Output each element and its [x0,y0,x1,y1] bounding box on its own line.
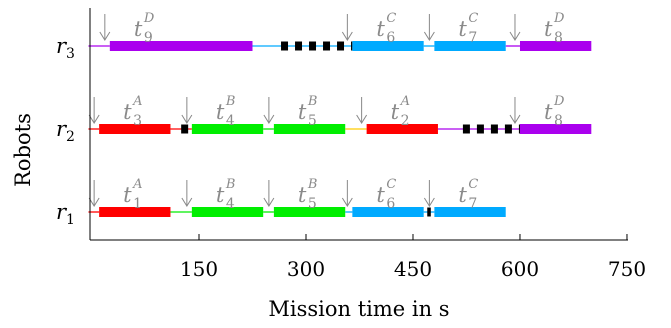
arrival-arrow-head [509,31,521,41]
task-label: t [544,17,553,41]
task-bar [519,124,592,134]
task-label: t [376,183,385,207]
task-label: t [544,100,553,124]
task-label-index: 6 [386,30,395,46]
arrival-arrow-head [423,31,435,41]
task-label: t [298,100,307,124]
task-label-index: 7 [468,30,477,46]
task-label: t [216,100,225,124]
plot-area: t A1 t B4 t B5 t C6 t C7t A3 t B4 t B5 t A2 t D8t D9 t C6 t C7 t… [88,11,592,217]
task-label-index: 5 [308,196,317,212]
arrival-arrow-head [88,114,100,124]
task-label: t [216,183,225,207]
task-label-group: B [225,94,236,109]
task-label-group: D [553,94,565,109]
arrival-arrow-head [509,114,521,124]
task-bar [352,41,424,51]
task-bar [99,207,171,217]
task-bar [273,207,346,217]
robot-label: r3 [56,34,75,62]
task-label-group: A [132,94,142,109]
task-label-group: A [132,177,142,192]
task-label: t [376,17,385,41]
arrival-arrow-head [263,197,275,207]
y-axis-tick-labels: r1 r2 r3 [56,34,75,228]
task-label: t [123,183,132,207]
task-label-index: 2 [401,113,410,129]
arrival-arrow-head [99,31,111,41]
arrival-arrow-head [341,31,353,41]
task-label-index: 8 [554,30,563,46]
task-label-group: A [400,94,410,109]
arrival-arrow-head [263,114,275,124]
y-axis-label: Robots [11,113,35,187]
task-label: t [458,183,467,207]
arrival-arrow-head [356,114,368,124]
task-label-index: 4 [226,196,235,212]
task-label-index: 5 [308,113,317,129]
arrival-arrow-head [423,197,435,207]
x-tick-label: 450 [394,257,432,281]
x-tick-label: 300 [287,257,325,281]
task-label-group: C [468,11,478,26]
task-bar [434,207,506,217]
task-label-index: 4 [226,113,235,129]
task-label: t [134,17,143,41]
x-tick-label: 750 [608,257,646,281]
task-label-group: B [307,177,318,192]
task-label-group: B [307,94,318,109]
task-label-index: 9 [144,30,153,46]
task-label: t [298,183,307,207]
robot-label: r2 [56,117,75,145]
task-label-index: 7 [468,196,477,212]
task-bar [99,124,171,134]
x-axis-label: Mission time in s [268,297,449,321]
task-label-group: C [386,177,396,192]
task-bar [519,41,592,51]
x-tick-label: 150 [180,257,218,281]
arrival-arrow-head [181,114,193,124]
arrival-arrow-head [88,197,100,207]
task-bar [366,124,438,134]
task-bar [434,41,506,51]
task-label-group: D [143,11,155,26]
task-label-group: D [553,11,565,26]
task-label-index: 8 [554,113,563,129]
task-label-index: 1 [133,196,142,212]
task-label-index: 6 [386,196,395,212]
arrival-arrow-head [341,197,353,207]
task-label-group: B [225,177,236,192]
robot-label: r1 [56,200,75,228]
task-label: t [458,17,467,41]
arrival-arrow-head [181,197,193,207]
task-label-group: C [468,177,478,192]
task-label-group: C [386,11,396,26]
task-label: t [123,100,132,124]
task-label-index: 3 [133,113,142,129]
x-tick-label: 600 [501,257,539,281]
x-axis-ticks: 150 300 450 600 750 [180,234,646,281]
task-bar [109,41,253,51]
task-bar [273,124,346,134]
task-bar [191,124,264,134]
task-bar [352,207,424,217]
task-bar [191,207,264,217]
task-label: t [391,100,400,124]
